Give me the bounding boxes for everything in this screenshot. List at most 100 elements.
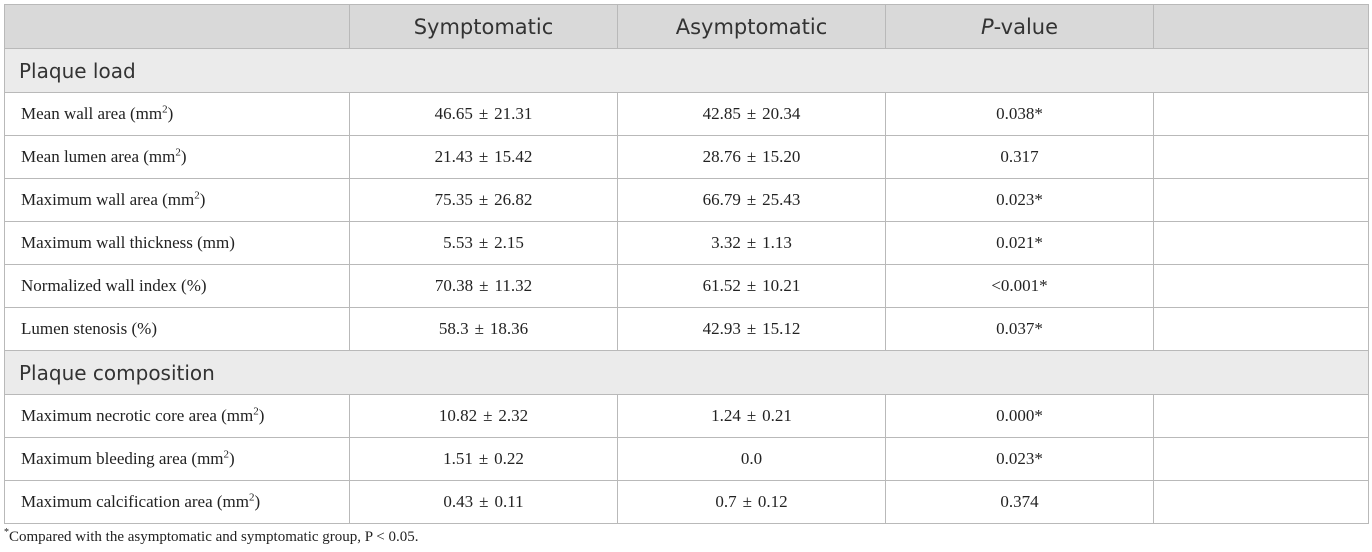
label-text: Mean lumen area (mm: [21, 147, 176, 166]
asymptomatic-cell: 1.24 ±0.21: [617, 394, 886, 438]
label-text: Maximum wall thickness (mm): [21, 233, 235, 252]
row-label: Mean lumen area (mm2): [4, 135, 350, 179]
plus-minus-sign: ±: [746, 319, 757, 338]
label-suffix: ): [258, 406, 265, 425]
empty-cell: [1153, 264, 1369, 308]
plus-minus-sign: ±: [474, 319, 484, 338]
p-italic: P: [980, 14, 994, 39]
sd-value: 15.12: [762, 319, 801, 338]
mean-value: 42.85: [702, 104, 741, 123]
mean-value: 1.51: [443, 449, 473, 468]
row-label: Maximum calcification area (mm2): [4, 480, 350, 524]
header-asymptomatic: Asymptomatic: [617, 4, 886, 49]
symptomatic-cell: 21.43 ±15.42: [349, 135, 618, 179]
plus-minus-sign: ±: [746, 233, 757, 252]
row-label: Maximum wall thickness (mm): [4, 221, 350, 265]
sd-value: 10.21: [762, 276, 801, 295]
section-title: Plaque load: [4, 48, 1369, 93]
section-row: Plaque composition: [4, 350, 1369, 395]
symptomatic-cell: 0.43 ±0.11: [349, 480, 618, 524]
table-row: Maximum wall thickness (mm) 5.53 ±2.15 3.32…: [4, 221, 1369, 265]
table-row: Maximum necrotic core area (mm2) 10.82 ±2.…: [4, 394, 1369, 438]
asymptomatic-cell: 28.76 ±15.20: [617, 135, 886, 179]
section-row: Plaque load: [4, 48, 1369, 93]
empty-cell: [1153, 92, 1369, 136]
table-row: Lumen stenosis (%) 58.3 ±18.36 42.93 ±15.12 0…: [4, 307, 1369, 351]
p-value-cell: 0.374: [885, 480, 1154, 524]
label-text: Lumen stenosis (%): [21, 319, 157, 338]
table-row: Mean wall area (mm2) 46.65 ±21.31 42.85 ±20.…: [4, 92, 1369, 136]
symptomatic-cell: 1.51 ±0.22: [349, 437, 618, 481]
asymptomatic-cell: 61.52 ±10.21: [617, 264, 886, 308]
mean-value: 61.52: [702, 276, 741, 295]
p-value-cell: 0.037*: [885, 307, 1154, 351]
asymptomatic-cell: 0.7 ±0.12: [617, 480, 886, 524]
symptomatic-cell: 75.35 ±26.82: [349, 178, 618, 222]
label-suffix: ): [199, 190, 206, 209]
mean-value: 42.93: [702, 319, 741, 338]
plus-minus-sign: ±: [742, 492, 752, 511]
p-value-cell: 0.000*: [885, 394, 1154, 438]
p-value-cell: 0.023*: [885, 437, 1154, 481]
plus-minus-sign: ±: [483, 406, 493, 425]
mean-value: 5.53: [443, 233, 473, 252]
p-value-cell: 0.023*: [885, 178, 1154, 222]
sd-value: 0.22: [494, 449, 524, 468]
sd-value: 15.20: [762, 147, 801, 166]
empty-cell: [1153, 480, 1369, 524]
asymptomatic-cell: 3.32 ±1.13: [617, 221, 886, 265]
plus-minus-sign: ±: [746, 276, 757, 295]
table-body: Plaque load Mean wall area (mm2) 46.65 ±21.…: [4, 48, 1369, 524]
sd-value: 2.32: [498, 406, 529, 425]
asymptomatic-cell: 42.85 ±20.34: [617, 92, 886, 136]
results-table-container: Symptomatic Asymptomatic P-value Plaque …: [4, 4, 1369, 524]
p-value-cell: 0.021*: [885, 221, 1154, 265]
mean-value: 0.43: [443, 492, 474, 511]
asymptomatic-cell: 42.93 ±15.12: [617, 307, 886, 351]
label-text: Mean wall area (mm: [21, 104, 163, 123]
label-text: Maximum wall area (mm: [21, 190, 195, 209]
p-value-cell: <0.001*: [885, 264, 1154, 308]
plus-minus-sign: ±: [478, 104, 489, 123]
label-superscript: 2: [253, 405, 259, 418]
symptomatic-cell: 5.53 ±2.15: [349, 221, 618, 265]
table-row: Maximum wall area (mm2) 75.35 ±26.82 66.79 ±…: [4, 178, 1369, 222]
label-suffix: ): [229, 449, 235, 468]
sd-value: 26.82: [494, 190, 533, 209]
mean-value: 21.43: [434, 147, 473, 166]
header-symptomatic: Symptomatic: [349, 4, 618, 49]
mean-value: 0.0: [740, 449, 763, 468]
symptomatic-cell: 58.3 ±18.36: [349, 307, 618, 351]
plus-minus-sign: ±: [478, 233, 489, 252]
results-table: Symptomatic Asymptomatic P-value Plaque …: [4, 4, 1369, 524]
header-p-value: P-value: [885, 4, 1154, 49]
label-superscript: 2: [249, 491, 255, 504]
symptomatic-cell: 10.82 ±2.32: [349, 394, 618, 438]
empty-cell: [1153, 221, 1369, 265]
asymptomatic-cell: 0.0: [617, 437, 886, 481]
row-label: Lumen stenosis (%): [4, 307, 350, 351]
sd-value: 18.36: [489, 319, 529, 338]
row-label: Mean wall area (mm2): [4, 92, 350, 136]
mean-value: 1.24: [711, 406, 741, 425]
empty-cell: [1153, 394, 1369, 438]
p-value-rest: -value: [993, 14, 1059, 39]
header-empty-right: [1153, 4, 1369, 49]
row-label: Maximum wall area (mm2): [4, 178, 350, 222]
table-row: Maximum calcification area (mm2) 0.43 ±0.1…: [4, 480, 1369, 524]
sd-value: 21.31: [494, 104, 533, 123]
sd-value: 1.13: [762, 233, 792, 252]
empty-cell: [1153, 135, 1369, 179]
header-empty: [4, 4, 350, 49]
p-value-cell: 0.317: [885, 135, 1154, 179]
mean-value: 75.35: [434, 190, 473, 209]
plus-minus-sign: ±: [478, 147, 489, 166]
table-row: Maximum bleeding area (mm2) 1.51 ±0.22 0.0 0…: [4, 437, 1369, 481]
sd-value: 0.11: [494, 492, 524, 511]
sd-value: 2.15: [494, 233, 524, 252]
sd-value: 11.32: [494, 276, 533, 295]
sd-value: 0.12: [757, 492, 788, 511]
sd-value: 15.42: [494, 147, 533, 166]
table-row: Normalized wall index (%) 70.38 ±11.32 61.5…: [4, 264, 1369, 308]
mean-value: 70.38: [434, 276, 474, 295]
